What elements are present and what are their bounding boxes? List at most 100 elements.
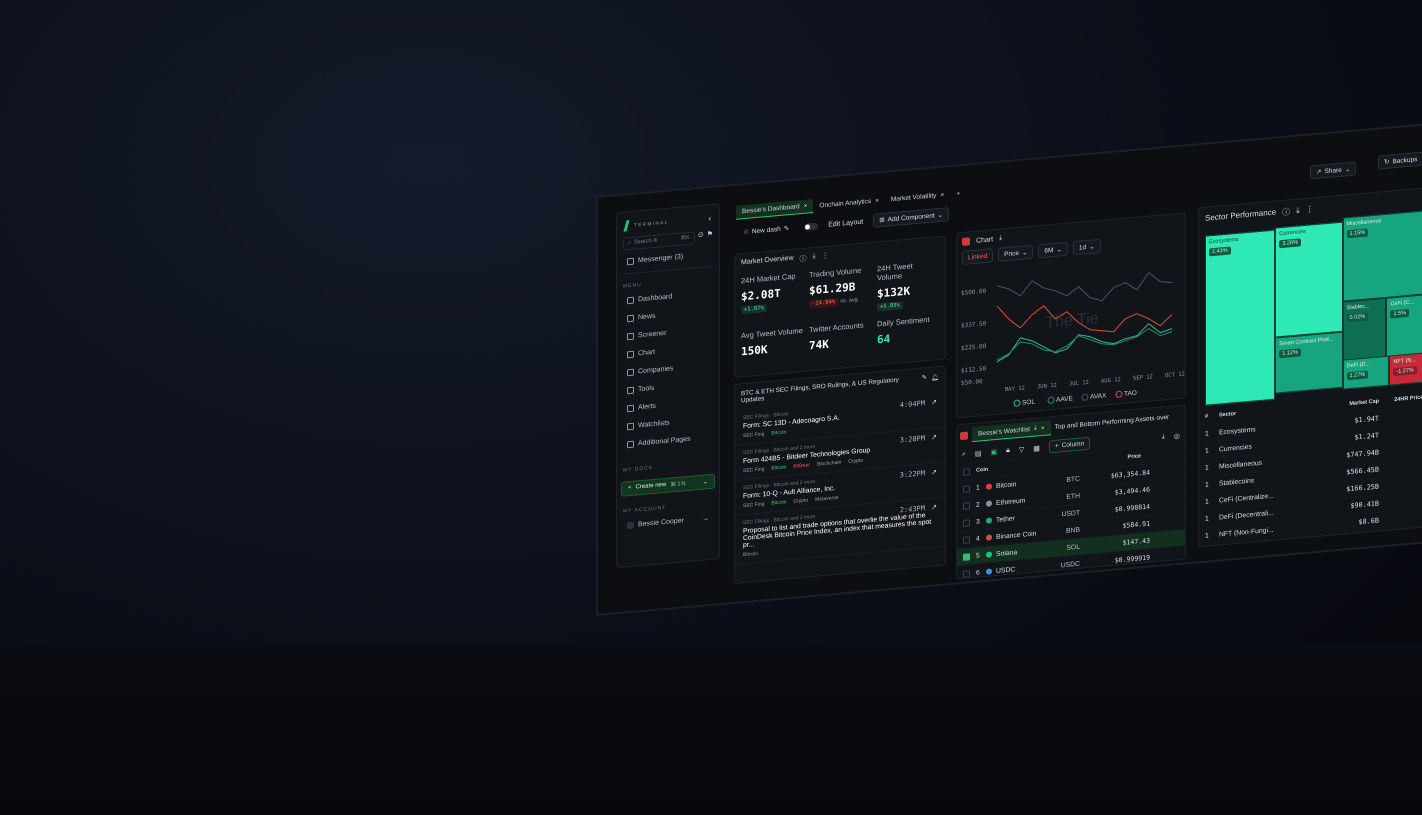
coin-name: Bitcoin (996, 480, 1017, 490)
treemap-cell[interactable]: Miscellaneous 1.15% (1342, 208, 1422, 302)
download-icon[interactable]: ⤓ (1161, 432, 1165, 441)
camera-icon[interactable]: ◎ (1173, 432, 1180, 440)
treemap-cell[interactable]: Currencies 3.28% (1275, 221, 1343, 338)
legend-label: AVAX (1090, 392, 1107, 400)
cell-pct: 1.12% (1279, 348, 1301, 359)
kpi: Trading Volume $61.29B -24.04% vs. avg (809, 265, 871, 317)
tag[interactable]: Crypto (848, 457, 864, 465)
share-button[interactable]: ↗ Share ⌄ (1310, 161, 1357, 180)
download-icon[interactable]: ⤓ (999, 234, 1003, 242)
select-all-checkbox[interactable] (963, 467, 970, 476)
treemap-cell[interactable]: Ecosystems 2.43% (1205, 229, 1276, 406)
download-icon[interactable]: ⤓ (1296, 205, 1300, 215)
info-icon[interactable]: ⓘ (1282, 207, 1291, 217)
lock-icon[interactable]: 🔒︎ (1006, 446, 1010, 454)
treemap-cell[interactable]: CeFi (C... 1.5% (1386, 292, 1422, 358)
row-checkbox[interactable] (963, 569, 970, 578)
coin-icon (986, 534, 992, 541)
cell-pct: 3.28% (1279, 238, 1301, 249)
tag[interactable]: Bitcoin (771, 464, 787, 472)
info-icon[interactable]: ⓘ (799, 255, 807, 264)
y-tick-label: $112.50 (961, 365, 987, 374)
tab-2[interactable]: Market Volatility × (885, 187, 950, 207)
text: Market Volatility (890, 191, 937, 203)
treemap-cell[interactable]: Smart Contract Platf... 1.12% (1275, 331, 1343, 394)
screen-icon[interactable]: ▣ (990, 448, 998, 456)
legend-marker[interactable] (1081, 393, 1089, 401)
row-checkbox[interactable] (963, 518, 970, 527)
change-chip: -24.04% (809, 297, 839, 309)
price-change: -1.2 (1379, 511, 1422, 524)
external-link-icon[interactable]: ↗ (931, 469, 937, 477)
create-new-button[interactable]: + Create new ⌘⇧N ⌄ (621, 473, 715, 497)
cell-label: Stablec... (1346, 303, 1370, 312)
tag[interactable]: BitDeer (793, 462, 811, 470)
legend-marker[interactable] (1115, 390, 1123, 398)
tab-0[interactable]: Bessie's Dashboard × (736, 198, 814, 220)
market-overview-panel: Market Overview ⓘ ⤓ ⋮ 24H Market Cap $2.08T +… (734, 235, 946, 378)
tag[interactable]: Metaverse (815, 494, 839, 503)
filter-icon[interactable]: ▽ (1018, 446, 1025, 454)
row-checkbox[interactable] (963, 484, 970, 493)
tag[interactable]: SEC Fing (743, 431, 765, 440)
change-chip: +5.03% (877, 301, 903, 312)
edit-icon[interactable]: ✎ (921, 374, 927, 382)
add-column-button[interactable]: + Column (1048, 436, 1091, 454)
series-line-avax (996, 271, 1173, 302)
external-link-icon[interactable]: ↗ (931, 434, 937, 442)
download-icon[interactable]: ⤓ (812, 252, 816, 261)
close-icon[interactable]: × (940, 191, 945, 199)
backups-button[interactable]: ↻ Backups (1378, 151, 1422, 170)
chart-panel: Chart ⤓ Linked Price ⌄ 6M ⌄ 1d ⌄ $50.00 $112.… (956, 212, 1186, 419)
notifications-icon[interactable]: ⚑ (706, 230, 713, 239)
close-icon[interactable]: × (803, 202, 808, 210)
legend-marker[interactable] (1013, 399, 1021, 407)
tag[interactable]: Bitcoin (743, 550, 759, 559)
help-icon[interactable]: ⊙ (697, 231, 704, 240)
bell-icon[interactable]: 🔔︎ (931, 373, 939, 382)
tag[interactable]: Bitcoin (771, 429, 787, 437)
external-link-icon[interactable]: ↗ (931, 399, 937, 407)
more-icon[interactable]: ⋮ (1305, 204, 1314, 214)
tag[interactable]: Blockchain (817, 459, 842, 468)
add-tab-button[interactable]: + (956, 189, 960, 197)
row-number: 1 (1205, 514, 1209, 523)
edit-layout-toggle[interactable] (804, 222, 819, 231)
external-link-icon[interactable]: ↗ (931, 504, 937, 512)
interval-select[interactable]: 1d ⌄ (1072, 238, 1101, 256)
layout-icon[interactable]: ▤ (974, 449, 982, 458)
linked-button[interactable]: Linked (962, 248, 994, 265)
alerts-icon (627, 404, 634, 412)
new-dash-button[interactable]: ☆ New dash ✎ (743, 225, 790, 237)
metric-select[interactable]: Price ⌄ (998, 244, 1034, 262)
collapse-sidebar-icon[interactable]: ‹ (708, 213, 711, 224)
search-icon[interactable]: ⌕ (962, 450, 966, 458)
tag[interactable]: SEC Fing (743, 466, 765, 475)
range-select[interactable]: 6M ⌄ (1038, 241, 1068, 259)
more-icon[interactable]: ⋮ (821, 252, 829, 261)
tag[interactable]: Bitcoin (771, 499, 787, 507)
price-change: +1.12 (1379, 460, 1422, 473)
legend-marker[interactable] (1047, 396, 1055, 404)
close-icon[interactable]: × (1040, 424, 1045, 432)
tag[interactable]: Crypto (793, 497, 809, 505)
download-icon[interactable]: ⤓ (1033, 424, 1037, 432)
treemap-cell[interactable]: NFT (N... -1.27% (1389, 350, 1422, 386)
cell-pct: -1.27% (1393, 366, 1417, 377)
kpi: 24H Market Cap $2.08T +1.07% (741, 271, 803, 323)
row-checkbox[interactable] (963, 535, 970, 544)
text: Chart (638, 348, 656, 357)
cell-pct: 1.27% (1346, 370, 1369, 381)
row-checkbox[interactable] (963, 501, 970, 510)
monitor-screen: ↗ Share ⌄ ↻ Backups TERMINAL ‹ ⌕ Search /k ⌘K… (596, 122, 1422, 616)
treemap-cell[interactable]: DeFi (D... 1.27% (1342, 355, 1390, 390)
logout-arrow-icon[interactable]: → (702, 514, 709, 523)
row-checkbox[interactable] (963, 552, 970, 561)
chart-icon (627, 350, 634, 358)
table-icon[interactable]: ▦ (1033, 444, 1040, 453)
tag[interactable]: SEC Fing (743, 501, 765, 510)
tab-1[interactable]: Onchain Analytics × (813, 193, 884, 213)
close-icon[interactable]: × (875, 196, 879, 205)
kpi: Avg Tweet Volume 150K (741, 326, 803, 358)
add-component-button[interactable]: ⊞ Add Component ⌄ (873, 207, 950, 228)
